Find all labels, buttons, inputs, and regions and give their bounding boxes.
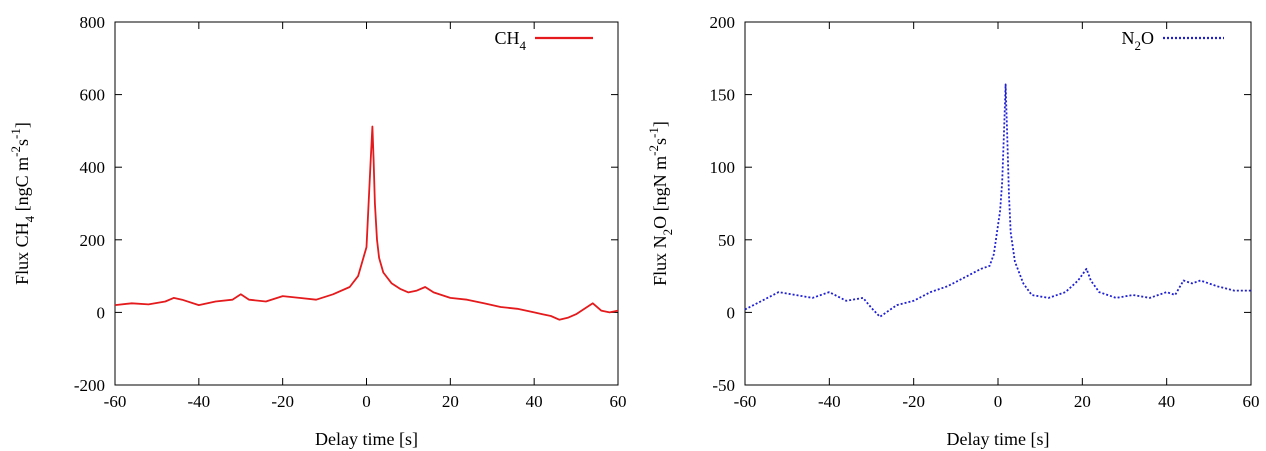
n2o-x-tick-label: -40 — [818, 392, 841, 411]
n2o-x-tick-label: -20 — [902, 392, 925, 411]
ch4-x-tick-label: 60 — [610, 392, 627, 411]
n2o-x-tick-label: 60 — [1243, 392, 1260, 411]
n2o-y-tick-label: 0 — [727, 303, 736, 322]
ch4-x-tick-label: 0 — [362, 392, 371, 411]
n2o-y-tick-label: 200 — [710, 13, 736, 32]
n2o-y-tick-label: 150 — [710, 86, 736, 105]
ch4-plot-frame — [114, 21, 619, 386]
ch4-series-group — [114, 125, 619, 321]
n2o-y-tick-label: 100 — [710, 158, 736, 177]
ch4-y-tick-label: 600 — [80, 86, 106, 105]
ch4-y-tick-label: 200 — [80, 231, 106, 250]
n2o-x-tick-label: 20 — [1074, 392, 1091, 411]
n2o-grid-ticks: -60 -40 -20 0 20 40 60 -50 0 50 100 150 200 — [710, 13, 1260, 411]
n2o-series-group — [744, 83, 1251, 318]
ch4-y-tick-label: 0 — [97, 303, 106, 322]
n2o-x-tick-label: -60 — [734, 392, 757, 411]
ch4-legend-label: CH4 — [494, 28, 526, 53]
n2o-y-tick-label: -50 — [712, 376, 735, 395]
ch4-x-axis-label: Delay time [s] — [315, 429, 418, 449]
ch4-y-tick-label: 800 — [80, 13, 106, 32]
ch4-x-tick-label: 20 — [442, 392, 459, 411]
n2o-plot-frame — [744, 21, 1252, 386]
n2o-y-axis-label: Flux N2O [ngN m-2s-1] — [646, 121, 675, 286]
ch4-x-tick-label: -40 — [187, 392, 210, 411]
ch4-y-axis-label: Flux CH4 [ngC m-2s-1] — [8, 122, 37, 285]
ch4-y-tick-label: 400 — [80, 158, 106, 177]
n2o-x-axis-label: Delay time [s] — [947, 429, 1050, 449]
n2o-x-tick-label: 40 — [1158, 392, 1175, 411]
ch4-y-tick-label: -200 — [74, 376, 105, 395]
ch4-legend: CH4 — [494, 28, 593, 53]
n2o-x-tick-label: 0 — [994, 392, 1003, 411]
n2o-y-tick-label: 50 — [718, 231, 735, 250]
ch4-series-line — [114, 125, 619, 321]
ch4-x-tick-label: -60 — [104, 392, 127, 411]
n2o-legend: N2O — [1122, 28, 1224, 53]
n2o-series-line — [744, 83, 1251, 318]
n2o-legend-label: N2O — [1122, 28, 1155, 53]
n2o-panel: -60 -40 -20 0 20 40 60 -50 0 50 100 150 200 Delay ti… — [646, 13, 1260, 449]
ch4-x-tick-label: 40 — [526, 392, 543, 411]
ch4-x-tick-label: -20 — [271, 392, 294, 411]
